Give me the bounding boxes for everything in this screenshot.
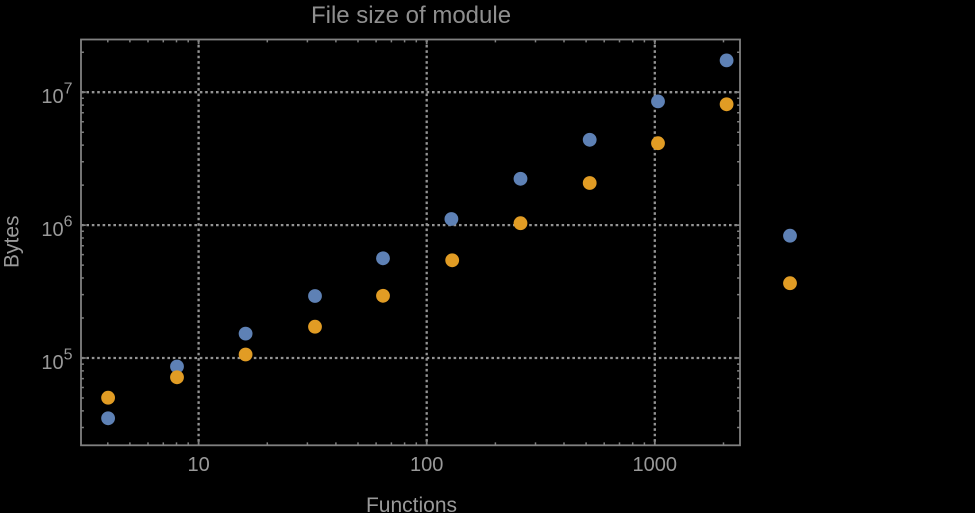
svg-text:Bytes: Bytes — [1, 215, 24, 268]
svg-text:Functions: Functions — [366, 494, 457, 513]
svg-text:File size of module: File size of module — [311, 2, 511, 29]
svg-text:10: 10 — [187, 454, 209, 476]
svg-text:100: 100 — [410, 454, 443, 476]
svg-text:1000: 1000 — [633, 454, 678, 476]
